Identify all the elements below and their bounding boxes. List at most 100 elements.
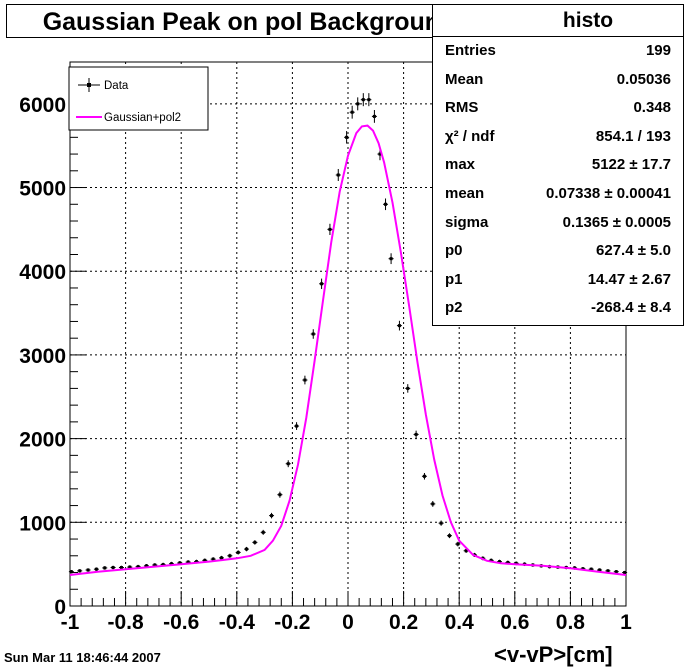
x-tick-label: 0.8 (556, 611, 586, 634)
stats-value: -268.4 ± 8.4 (591, 299, 671, 317)
x-tick-labels: -1 -0.8 -0.6 -0.4 -0.2 0 0.2 0.4 0.6 0.8 1 (61, 611, 633, 634)
stats-value: 627.4 ± 5.0 (596, 242, 671, 260)
y-tick-label: 0 (54, 596, 66, 619)
data-point (355, 97, 361, 111)
data-point (235, 550, 241, 555)
stats-row: mean 0.07338 ± 0.00041 (433, 180, 683, 209)
stats-key: mean (445, 184, 485, 202)
stats-rows: Entries 199 Mean 0.05036 RMS 0.348 χ² / ndf 854… (433, 37, 683, 323)
stats-key: Mean (445, 70, 484, 88)
stats-value: 199 (645, 42, 671, 59)
data-point (294, 422, 300, 430)
data-point (383, 198, 389, 211)
stats-title: histo (433, 5, 683, 37)
y-tick-label: 5000 (19, 178, 66, 201)
data-point (413, 430, 419, 439)
stats-key: p0 (445, 242, 463, 260)
stats-box: histo Entries 199 Mean 0.05036 RMS 0.348 χ² / … (432, 4, 684, 326)
y-tick-label: 1000 (19, 512, 66, 535)
x-tick-label: 0 (342, 611, 354, 634)
timestamp: Sun Mar 11 18:46:44 2007 (4, 650, 161, 665)
fit-curve-line (69, 124, 627, 576)
data-point (335, 168, 341, 181)
stats-row: Mean 0.05036 (433, 66, 683, 95)
data-point (446, 533, 452, 539)
data-point (455, 541, 461, 547)
stats-row: p2 -268.4 ± 8.4 (433, 294, 683, 323)
data-point (622, 570, 628, 575)
data-point (244, 546, 250, 552)
data-point (396, 320, 402, 331)
stats-key: sigma (445, 213, 489, 231)
y-tick-label: 6000 (19, 94, 66, 117)
y-tick-label: 2000 (19, 429, 66, 452)
stats-row: sigma 0.1365 ± 0.0005 (433, 209, 683, 238)
data-point (366, 93, 372, 107)
data-point (430, 500, 436, 507)
data-point (388, 253, 394, 265)
data-point (110, 565, 116, 570)
y-tick-label: 3000 (19, 345, 66, 368)
data-point (302, 375, 308, 385)
stats-value: 0.07338 ± 0.00041 (545, 184, 671, 202)
stats-row: p0 627.4 ± 5.0 (433, 237, 683, 266)
y-tick-label: 4000 (19, 261, 66, 284)
data-point (252, 540, 258, 545)
x-axis-label: <v-vP>[cm] (494, 642, 613, 667)
x-tick-label: 1 (620, 611, 632, 634)
stats-row: χ² / ndf 854.1 / 193 (433, 123, 683, 152)
stats-value: 14.47 ± 2.67 (587, 270, 671, 288)
y-tick-labels: 0 1000 2000 3000 4000 5000 6000 (19, 94, 66, 619)
data-point (319, 278, 325, 289)
data-point (227, 553, 233, 558)
stats-value: 5122 ± 17.7 (591, 156, 671, 174)
data-point (349, 105, 355, 119)
data-point (77, 569, 83, 573)
stats-value: 0.05036 (616, 70, 671, 88)
data-point (421, 472, 427, 480)
x-tick-label: -0.4 (219, 611, 256, 634)
data-point (260, 529, 266, 535)
legend-fit-label: Gaussian+pol2 (104, 112, 181, 124)
legend-data-label: Data (104, 80, 129, 92)
data-point (102, 566, 108, 570)
legend: Data Gaussian+pol2 (68, 66, 209, 131)
x-tick-label: -0.8 (108, 611, 145, 634)
data-point (405, 384, 411, 393)
stats-key: χ² / ndf (445, 127, 495, 145)
stats-row: Entries 199 (433, 37, 683, 66)
data-point (371, 109, 377, 123)
stats-value: 0.1365 ± 0.0005 (562, 213, 671, 231)
stats-key: p1 (445, 270, 463, 288)
data-point (269, 512, 275, 519)
x-tick-label: 0.6 (500, 611, 529, 634)
chart-title: Gaussian Peak on pol Background (6, 4, 492, 38)
data-point (277, 491, 283, 498)
data-point (344, 131, 350, 144)
x-tick-label: -1 (61, 611, 80, 634)
x-tick-label: -0.2 (274, 611, 310, 634)
x-tick-label: 0.4 (445, 611, 475, 634)
data-point (360, 93, 366, 107)
data-point (310, 329, 316, 339)
stats-value: 0.348 (633, 99, 671, 117)
data-point (438, 520, 444, 526)
data-point (613, 569, 619, 574)
data-point (285, 460, 291, 468)
stats-row: p1 14.47 ± 2.67 (433, 266, 683, 295)
legend-box (68, 66, 209, 131)
stats-key: RMS (445, 99, 479, 117)
data-point (68, 569, 74, 574)
data-point (93, 567, 99, 571)
legend-data-marker-point (87, 83, 91, 87)
x-tick-label: 0.2 (389, 611, 418, 634)
stats-row: RMS 0.348 (433, 94, 683, 123)
stats-row: max 5122 ± 17.7 (433, 151, 683, 180)
stats-key: Entries (445, 42, 496, 59)
x-tick-label: -0.6 (163, 611, 199, 634)
stats-key: max (445, 156, 476, 174)
data-point (85, 568, 91, 572)
stats-value: 854.1 / 193 (595, 127, 671, 145)
data-point (327, 223, 333, 235)
stats-key: p2 (445, 299, 463, 317)
